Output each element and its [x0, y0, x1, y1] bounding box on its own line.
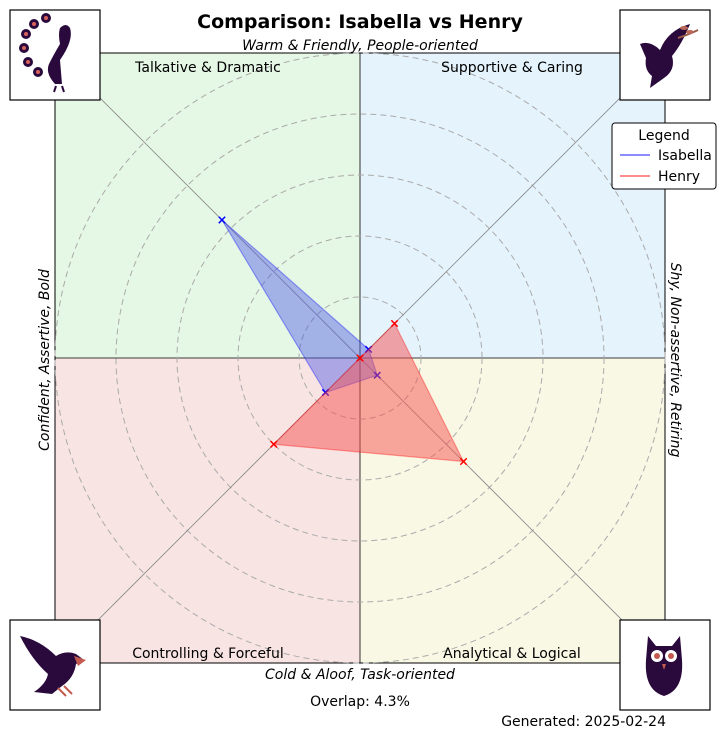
- data-point-henry: [270, 440, 278, 448]
- grid-ring: [54, 52, 666, 664]
- generated-text: Generated: 2025-02-24: [501, 714, 666, 730]
- owl-icon: [645, 636, 683, 696]
- data-point-isabella: [218, 216, 226, 224]
- eagle-icon: [20, 636, 86, 697]
- quadrant-label-talkative: Talkative & Dramatic: [134, 60, 281, 76]
- axis-label-right: Shy, Non-assertive, Retiring: [667, 263, 683, 458]
- legend: Legend Isabella Henry: [611, 122, 717, 190]
- data-point-henry: [390, 319, 399, 328]
- peacock-icon-frame: [9, 9, 101, 101]
- grid-ring: [115, 113, 605, 603]
- grid-ring: [237, 235, 483, 481]
- peacock-icon: [19, 13, 71, 93]
- axis-label-top: Warm & Friendly, People-oriented: [242, 38, 478, 54]
- chart-title: Comparison: Isabella vs Henry: [197, 11, 523, 33]
- eagle-icon-frame: [9, 619, 101, 711]
- data-point-henry: [459, 457, 468, 466]
- grid-ring: [176, 174, 544, 542]
- dove-icon-frame: [619, 9, 711, 101]
- quadrant-label-controlling: Controlling & Forceful: [132, 646, 284, 662]
- dove-icon: [640, 24, 699, 88]
- data-point-henry: [356, 354, 364, 362]
- quadrant-label-supportive: Supportive & Caring: [441, 60, 583, 76]
- legend-label-henry: Henry: [658, 169, 700, 185]
- legend-box: [611, 122, 717, 190]
- overlap-text: Overlap: 4.3%: [310, 694, 410, 710]
- owl-icon-frame: [619, 619, 711, 711]
- legend-title: Legend: [638, 128, 689, 144]
- axis-label-left: Confident, Assertive, Bold: [37, 269, 53, 451]
- quadrant-label-analytical: Analytical & Logical: [443, 646, 581, 662]
- axis-label-bottom: Cold & Aloof, Task-oriented: [265, 667, 455, 683]
- legend-label-isabella: Isabella: [658, 148, 712, 164]
